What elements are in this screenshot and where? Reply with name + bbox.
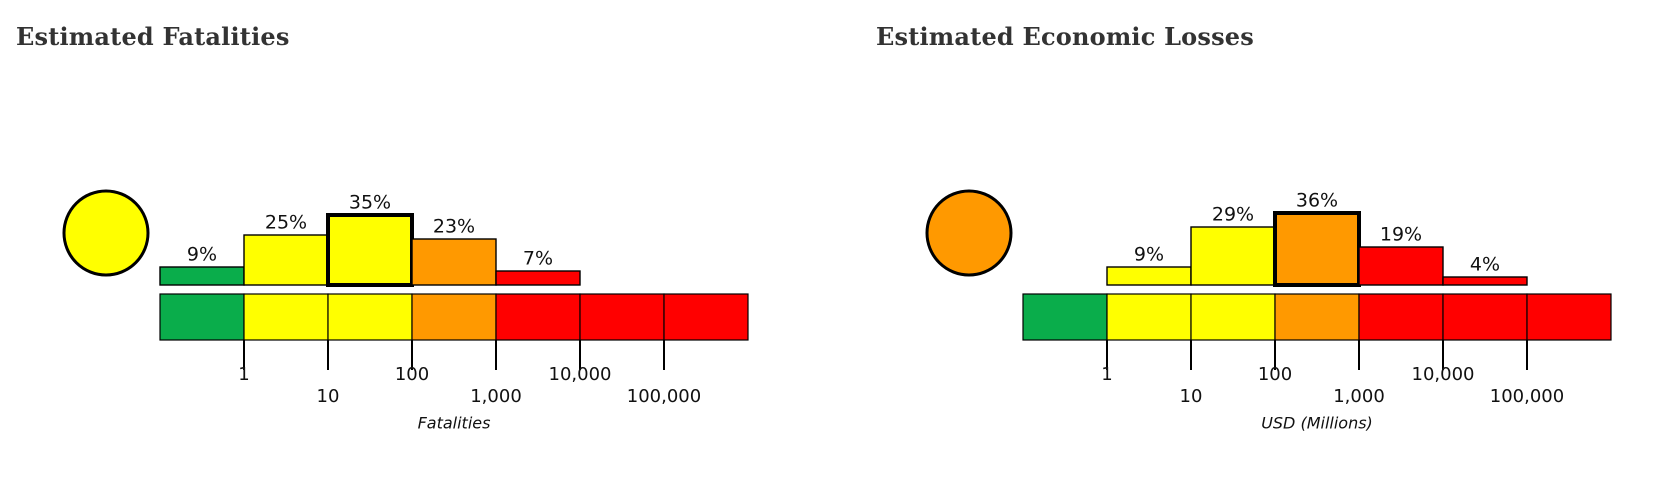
tick-label: 1 <box>1101 364 1112 385</box>
tick-label: 1,000 <box>1333 386 1385 407</box>
bar-highlighted <box>1273 211 1361 287</box>
scale-segment <box>411 293 497 341</box>
tick-label: 100 <box>395 364 429 385</box>
tick-label: 10,000 <box>1412 364 1475 385</box>
panel-title: Estimated Economic Losses <box>876 22 1254 51</box>
scale-segment <box>1358 293 1444 341</box>
color-scale <box>159 293 749 341</box>
scale-segment <box>663 293 749 341</box>
scale-segment <box>1106 293 1192 341</box>
bar-value-label: 25% <box>265 212 307 234</box>
panel-title: Estimated Fatalities <box>16 22 290 51</box>
bar <box>411 238 497 286</box>
bar <box>159 266 245 286</box>
x-axis-ticks: 1 10 100 1,000 10,000 100,000 <box>1101 340 1564 407</box>
bar-value-label: 35% <box>349 192 391 214</box>
bar <box>1442 276 1528 286</box>
bar-value-label: 4% <box>1470 254 1500 276</box>
bar <box>1190 226 1276 286</box>
scale-segment <box>1274 293 1360 341</box>
economic-losses-chart: 1 10 100 1,000 10,000 100,000 USD (Millions) 9%… <box>925 189 1612 433</box>
scale-segment <box>1022 293 1108 341</box>
economic-losses-panel: Estimated Economic Losses 1 10 100 1,000 10,… <box>860 0 1674 482</box>
scale-segment <box>327 293 413 341</box>
tick-label: 10 <box>317 386 340 407</box>
alert-level-circle <box>925 189 1013 277</box>
scale-segment <box>495 293 581 341</box>
bar-value-label: 7% <box>523 248 553 270</box>
scale-segment <box>1190 293 1276 341</box>
tick-label: 10,000 <box>549 364 612 385</box>
bar-highlighted <box>326 213 414 287</box>
scale-segment <box>243 293 329 341</box>
fatalities-panel: Estimated Fatalities 1 10 100 1,000 10,000 10… <box>0 0 820 482</box>
tick-label: 100,000 <box>627 386 701 407</box>
bar <box>1106 266 1192 286</box>
bar <box>495 270 581 286</box>
probability-bars: 9% 25% 35% 23% 7% <box>159 192 581 287</box>
tick-label: 100 <box>1258 364 1292 385</box>
bar-value-label: 36% <box>1296 190 1338 212</box>
tick-label: 10 <box>1180 386 1203 407</box>
bar-value-label: 19% <box>1380 224 1422 246</box>
x-axis-label: Fatalities <box>418 414 491 433</box>
bar-value-label: 9% <box>187 244 217 266</box>
scale-segment <box>1442 293 1528 341</box>
bar <box>243 234 329 286</box>
x-axis-label: USD (Millions) <box>1261 414 1373 433</box>
bar <box>1358 246 1444 286</box>
probability-bars: 9% 29% 36% 19% 4% <box>1106 190 1528 287</box>
alert-level-circle <box>62 189 150 277</box>
tick-label: 100,000 <box>1490 386 1564 407</box>
tick-label: 1,000 <box>470 386 522 407</box>
scale-segment <box>1526 293 1612 341</box>
scale-segment <box>159 293 245 341</box>
scale-segment <box>579 293 665 341</box>
bar-value-label: 29% <box>1212 204 1254 226</box>
fatalities-chart: 1 10 100 1,000 10,000 100,000 Fatalities 9% 25% 3… <box>62 189 749 433</box>
color-scale <box>1022 293 1612 341</box>
bar-value-label: 23% <box>433 216 475 238</box>
x-axis-ticks: 1 10 100 1,000 10,000 100,000 <box>238 340 701 407</box>
bar-value-label: 9% <box>1134 244 1164 266</box>
tick-label: 1 <box>238 364 249 385</box>
